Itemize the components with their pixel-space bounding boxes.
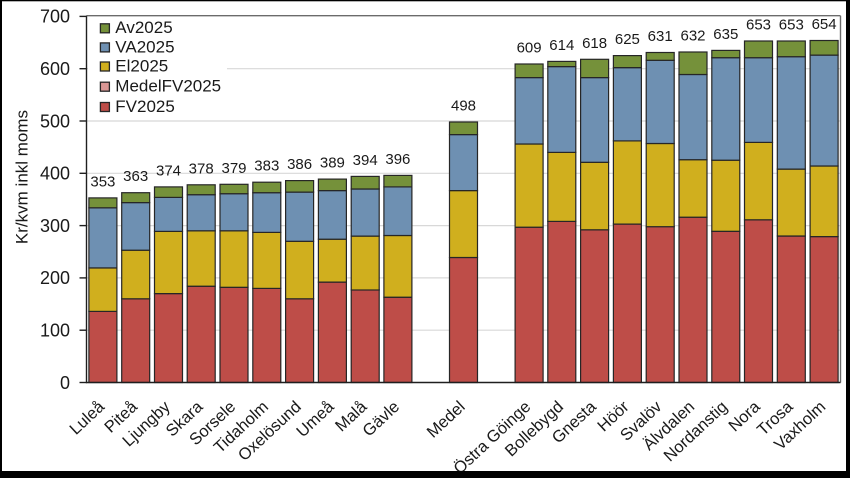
svg-text:631: 631 (648, 28, 673, 45)
svg-text:614: 614 (549, 37, 574, 54)
svg-text:396: 396 (385, 151, 410, 168)
svg-text:374: 374 (156, 162, 181, 179)
svg-text:MedelFV2025: MedelFV2025 (115, 77, 221, 96)
svg-text:0: 0 (60, 373, 70, 393)
svg-text:200: 200 (40, 268, 70, 288)
svg-text:379: 379 (221, 160, 246, 177)
svg-text:700: 700 (40, 7, 70, 27)
svg-text:500: 500 (40, 111, 70, 131)
svg-text:400: 400 (40, 164, 70, 184)
svg-text:Av2025: Av2025 (115, 18, 172, 37)
svg-text:386: 386 (287, 156, 312, 173)
svg-text:363: 363 (123, 168, 148, 185)
svg-text:635: 635 (713, 26, 738, 43)
svg-text:654: 654 (812, 16, 837, 33)
svg-text:100: 100 (40, 321, 70, 341)
svg-text:El2025: El2025 (115, 56, 168, 75)
svg-text:389: 389 (320, 155, 345, 172)
svg-text:498: 498 (451, 98, 476, 115)
svg-text:618: 618 (582, 35, 607, 52)
svg-text:Kr/kvm inkl moms: Kr/kvm inkl moms (13, 110, 32, 244)
svg-text:FV2025: FV2025 (115, 97, 175, 116)
svg-text:600: 600 (40, 59, 70, 79)
svg-text:378: 378 (189, 160, 214, 177)
svg-text:300: 300 (40, 216, 70, 236)
svg-text:353: 353 (90, 173, 115, 190)
svg-text:625: 625 (615, 31, 640, 48)
svg-text:383: 383 (254, 158, 279, 175)
svg-text:394: 394 (353, 152, 378, 169)
svg-text:653: 653 (746, 17, 771, 34)
svg-text:653: 653 (779, 17, 804, 34)
svg-text:VA2025: VA2025 (115, 37, 174, 56)
svg-text:632: 632 (680, 28, 705, 45)
svg-text:609: 609 (517, 40, 542, 57)
